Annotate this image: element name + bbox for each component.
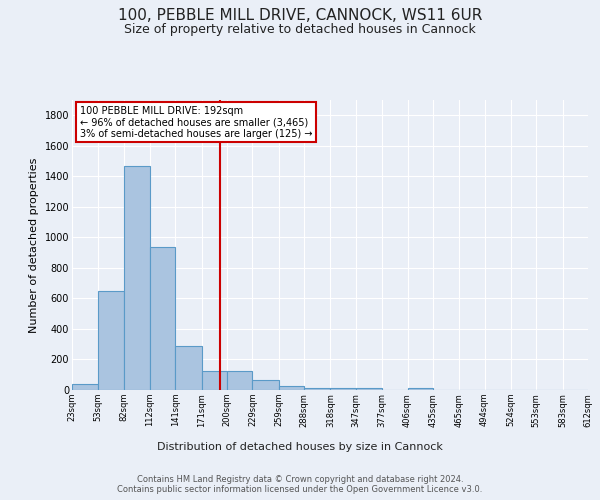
Bar (124, 166, 150, 390)
Bar (175, 346, 202, 390)
Bar (304, 388, 331, 390)
Bar (98, 291, 124, 390)
Bar (407, 388, 433, 390)
Bar (279, 386, 304, 390)
Text: Contains HM Land Registry data © Crown copyright and database right 2024.: Contains HM Land Registry data © Crown c… (137, 475, 463, 484)
Bar (356, 388, 382, 390)
Bar (202, 371, 227, 390)
Bar (150, 248, 175, 390)
Y-axis label: Number of detached properties: Number of detached properties (29, 158, 39, 332)
Bar (72, 384, 98, 390)
Text: Contains public sector information licensed under the Open Government Licence v3: Contains public sector information licen… (118, 485, 482, 494)
Bar (331, 388, 356, 390)
Text: 100, PEBBLE MILL DRIVE, CANNOCK, WS11 6UR: 100, PEBBLE MILL DRIVE, CANNOCK, WS11 6U… (118, 8, 482, 22)
Text: Size of property relative to detached houses in Cannock: Size of property relative to detached ho… (124, 22, 476, 36)
Text: 100 PEBBLE MILL DRIVE: 192sqm
← 96% of detached houses are smaller (3,465)
3% of: 100 PEBBLE MILL DRIVE: 192sqm ← 96% of d… (80, 106, 312, 139)
Text: Distribution of detached houses by size in Cannock: Distribution of detached houses by size … (157, 442, 443, 452)
Bar (253, 380, 279, 390)
Bar (227, 371, 253, 390)
